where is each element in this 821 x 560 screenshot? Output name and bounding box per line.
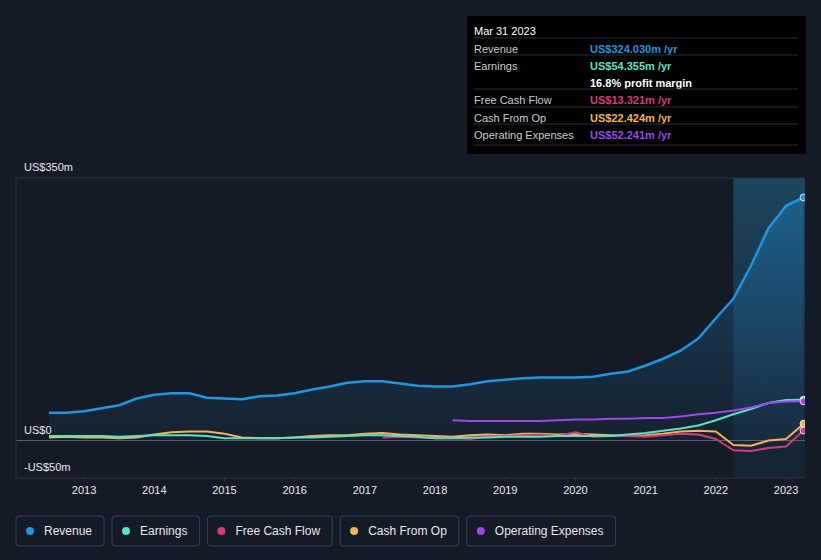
- x-tick: [645, 478, 646, 481]
- x-tick-label: 2015: [212, 484, 236, 496]
- x-tick-label: 2013: [72, 484, 96, 496]
- legend-box: [340, 516, 459, 546]
- grid-line: [16, 178, 805, 179]
- end-point: [800, 420, 805, 427]
- x-tick-label: 2023: [774, 484, 798, 496]
- x-tick: [224, 478, 225, 481]
- tooltip-date: Mar 31 2023: [474, 25, 536, 37]
- legend-label: Earnings: [140, 524, 187, 538]
- x-tick-label: 2021: [633, 484, 657, 496]
- legend-box: [207, 516, 332, 546]
- legend-item: Revenue: [16, 516, 104, 546]
- tooltip-value: US$13.321m /yr: [590, 94, 672, 106]
- x-tick-label: 2017: [353, 484, 377, 496]
- legend-box: [16, 516, 104, 546]
- tooltip-label: Earnings: [474, 60, 518, 72]
- legend-box: [467, 516, 616, 546]
- x-tick: [575, 478, 576, 481]
- tooltip-value: US$22.424m /yr: [590, 112, 672, 124]
- x-tick-label: 2022: [704, 484, 728, 496]
- x-tick-label: 2014: [142, 484, 166, 496]
- x-tick-label: 2020: [563, 484, 587, 496]
- legend-label: Revenue: [44, 524, 92, 538]
- tooltip-separator: [473, 107, 798, 108]
- series-line: [382, 431, 803, 451]
- x-tick: [154, 478, 155, 481]
- tooltip-label: Operating Expenses: [474, 129, 574, 141]
- tooltip-box: [467, 16, 806, 154]
- series-line: [49, 197, 804, 412]
- legend-swatch: [350, 527, 358, 535]
- x-tick-label: 2019: [493, 484, 517, 496]
- series-line: [453, 401, 804, 421]
- tooltip-value: 16.8% profit margin: [590, 77, 692, 89]
- legend-label: Free Cash Flow: [235, 524, 320, 538]
- legend-swatch: [477, 527, 485, 535]
- legend-item: Cash From Op: [340, 516, 459, 546]
- legend-label: Operating Expenses: [495, 524, 604, 538]
- x-tick: [786, 478, 787, 481]
- plot-area: [49, 194, 805, 451]
- series-line: [49, 400, 804, 439]
- y-tick-label: US$0: [24, 424, 52, 436]
- tooltip-label: Free Cash Flow: [474, 94, 552, 106]
- legend-item: Free Cash Flow: [207, 516, 332, 546]
- chart: -US$50m US$0 US$350m 2013 2014 2015 2016 2017 20…: [0, 0, 821, 560]
- tooltip-separator: [473, 89, 798, 90]
- legend-swatch: [122, 527, 130, 535]
- tooltip-separator: [473, 55, 798, 56]
- tooltip-value: US$324.030m /yr: [590, 43, 678, 55]
- legend-label: Cash From Op: [368, 524, 447, 538]
- revenue-area: [49, 197, 804, 440]
- tooltip-separator: [473, 38, 798, 39]
- end-point: [800, 398, 805, 405]
- grid-line: [16, 478, 805, 479]
- x-tick: [715, 478, 716, 481]
- legend-item: Earnings: [112, 516, 199, 546]
- tooltip-separator: [473, 124, 798, 125]
- x-tick-label: 2016: [282, 484, 306, 496]
- tooltip-separator: [473, 145, 798, 146]
- legend-item: Operating Expenses: [467, 516, 616, 546]
- axis-line: [16, 178, 17, 478]
- legend-swatch: [26, 527, 34, 535]
- y-tick-label: -US$50m: [24, 461, 70, 473]
- tooltip-label: Revenue: [474, 43, 518, 55]
- tooltip-label: Cash From Op: [474, 112, 546, 124]
- tooltip-value: US$52.241m /yr: [590, 129, 672, 141]
- legend-swatch: [217, 527, 225, 535]
- x-tick-label: 2018: [423, 484, 447, 496]
- x-tick: [435, 478, 436, 481]
- x-tick: [364, 478, 365, 481]
- x-tick: [294, 478, 295, 481]
- x-tick: [505, 478, 506, 481]
- end-point: [800, 194, 805, 201]
- legend-box: [112, 516, 199, 546]
- background: [0, 0, 821, 560]
- end-point: [800, 427, 805, 434]
- x-tick: [84, 478, 85, 481]
- tooltip-value: US$54.355m /yr: [590, 60, 672, 72]
- y-tick-label: US$350m: [24, 161, 73, 173]
